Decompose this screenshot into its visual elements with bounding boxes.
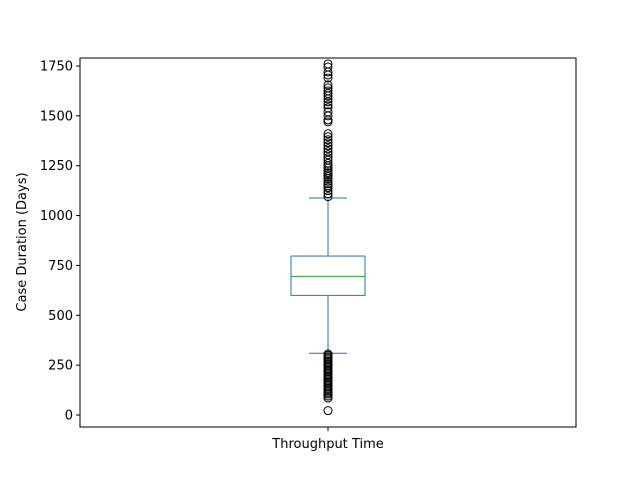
y-tick-label: 250 <box>48 359 73 374</box>
outlier-point <box>323 166 333 176</box>
outlier-point <box>323 176 333 186</box>
x-axis: Throughput Time <box>271 427 384 452</box>
outlier-point <box>323 147 333 157</box>
outlier-point <box>323 158 333 168</box>
outlier-point <box>323 107 333 117</box>
outlier-point <box>323 349 333 359</box>
outlier-point <box>323 86 333 96</box>
outlier-points <box>323 59 333 416</box>
y-axis: 0 250 500 750 1000 1250 1500 1750 <box>40 59 80 424</box>
outlier-point <box>323 59 333 69</box>
y-tick-label: 750 <box>48 259 73 274</box>
outlier-point <box>323 103 333 113</box>
y-axis-label: Case Duration (Days) <box>15 172 30 311</box>
outlier-point <box>323 144 333 154</box>
y-tick-label: 1500 <box>40 109 73 124</box>
interquartile-box <box>290 255 366 296</box>
y-tick-label: 1250 <box>40 159 73 174</box>
outlier-point <box>323 406 333 416</box>
outlier-point <box>323 129 333 139</box>
outlier-point <box>323 62 333 72</box>
y-tick-label: 0 <box>65 409 73 424</box>
outlier-point <box>323 83 333 93</box>
box-group <box>290 197 366 354</box>
outlier-point <box>323 186 333 196</box>
x-tick-label: Throughput Time <box>271 437 383 452</box>
outlier-point <box>323 179 333 189</box>
outlier-point <box>323 135 333 145</box>
y-tick-label: 1750 <box>40 59 73 74</box>
y-tick-label: 1000 <box>40 209 73 224</box>
outlier-point <box>323 192 333 202</box>
outlier-point <box>323 141 333 151</box>
outlier-point <box>323 132 333 142</box>
outlier-point <box>323 89 333 99</box>
outlier-point <box>323 100 333 110</box>
outlier-point <box>323 153 333 163</box>
outlier-point <box>323 73 333 83</box>
outlier-point <box>323 150 333 160</box>
outlier-point <box>323 138 333 148</box>
outlier-point <box>323 80 333 90</box>
y-tick-label: 500 <box>48 309 73 324</box>
